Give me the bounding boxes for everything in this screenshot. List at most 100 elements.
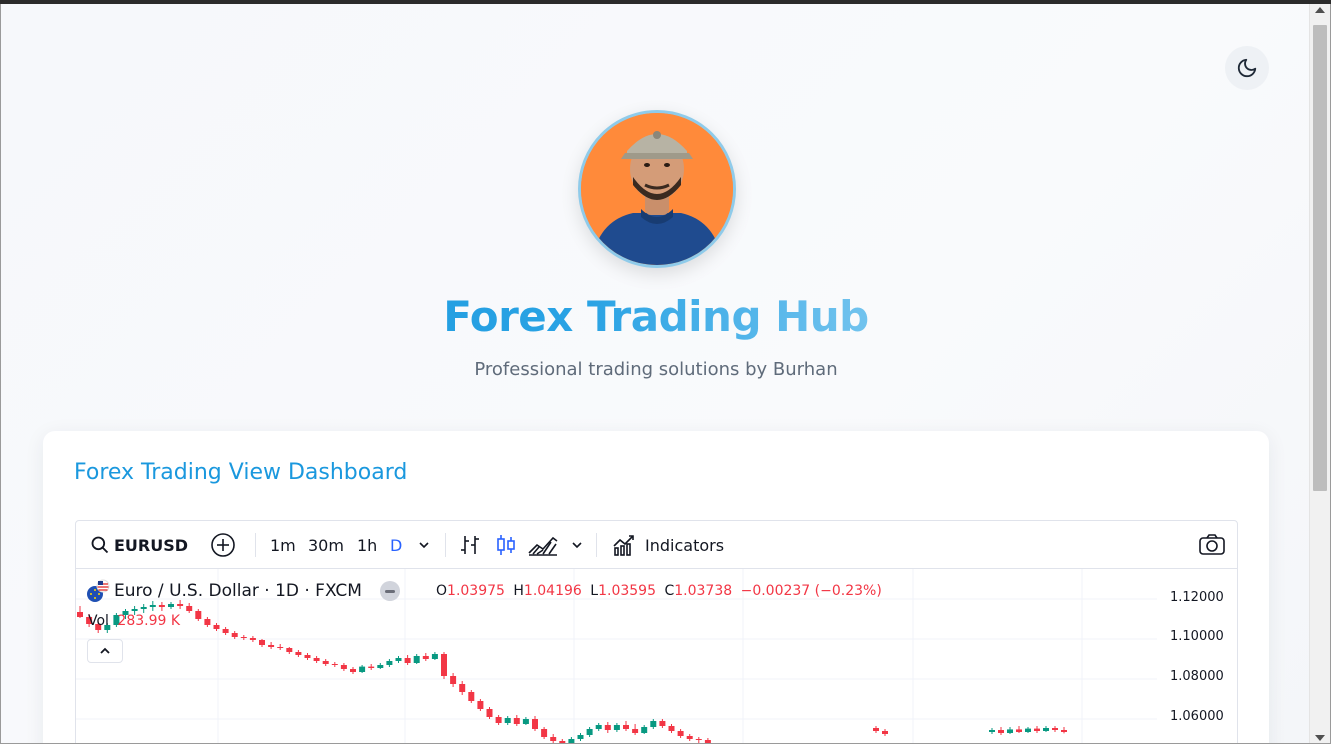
candle (495, 715, 502, 725)
profile-photo (581, 113, 733, 265)
snapshot-button[interactable] (1198, 521, 1226, 569)
bars-style-button[interactable] (459, 521, 481, 569)
candle (122, 609, 129, 619)
candle (659, 719, 666, 728)
candle (77, 606, 83, 618)
candle (104, 623, 111, 633)
candle (577, 733, 584, 741)
candle (286, 647, 293, 654)
candle (513, 715, 520, 726)
candle (213, 623, 220, 631)
price-chart[interactable] (76, 569, 1157, 744)
candle (641, 725, 648, 734)
candle (559, 739, 566, 743)
candle (158, 602, 165, 611)
chevron-up-icon (100, 647, 110, 654)
area-chart-icon (528, 536, 558, 556)
browser-viewport: Forex Trading Hub Professional trading s… (0, 4, 1331, 744)
volume-legend: Vol 283.99 K (88, 613, 180, 629)
low-value: 1.03595 (598, 583, 656, 599)
profile-avatar (578, 110, 736, 268)
symbol-search-button[interactable]: EURUSD (90, 521, 188, 569)
candle (1061, 727, 1067, 734)
chart-type-dropdown[interactable] (570, 521, 584, 569)
candle (1034, 726, 1040, 733)
candle (595, 723, 602, 731)
scroll-up-arrow-icon[interactable] (1315, 7, 1325, 13)
candle (386, 659, 393, 667)
eur-usd-flag-icon (87, 579, 110, 602)
candle (240, 635, 247, 640)
toolbar-separator (445, 533, 446, 557)
candle (450, 673, 457, 687)
search-icon (91, 536, 109, 554)
camera-icon (1199, 534, 1225, 555)
candle (86, 614, 93, 627)
candle (295, 650, 302, 657)
candle (1016, 726, 1022, 733)
open-value: 1.03975 (447, 583, 505, 599)
candle (340, 663, 347, 671)
candle (550, 734, 557, 743)
theme-toggle-button[interactable] (1225, 46, 1269, 90)
vertical-scrollbar[interactable] (1309, 4, 1330, 743)
toolbar-separator (596, 533, 597, 557)
candle (677, 729, 684, 738)
candle (413, 654, 420, 664)
price-tick-label: 1.10000 (1170, 629, 1224, 644)
indicators-button[interactable]: Indicators (612, 521, 724, 569)
resolution-1m[interactable]: 1m (270, 521, 296, 569)
change-value: −0.00237 (−0.23%) (740, 583, 882, 599)
candle (204, 617, 211, 627)
resolution-30m[interactable]: 30m (308, 521, 344, 569)
dashboard-title: Forex Trading View Dashboard (74, 460, 408, 485)
bar-chart-icon (461, 536, 479, 554)
candle (695, 737, 702, 743)
chart-legend: Euro / U.S. Dollar · 1D · FXCM (86, 579, 400, 603)
candle (177, 600, 184, 609)
candle (441, 652, 447, 679)
resolution-label: 1m (270, 535, 296, 555)
chevron-down-icon (419, 542, 429, 549)
collapse-legend-button[interactable] (87, 639, 123, 663)
candle (459, 681, 466, 695)
candle (623, 721, 629, 731)
ohlc-values: O1.03975 H1.04196 L1.03595 C1.03738 −0.0… (436, 583, 882, 599)
candle (873, 726, 879, 733)
market-status-indicator[interactable] (379, 581, 400, 601)
candle (650, 719, 657, 729)
close-label: C (664, 583, 675, 599)
price-tick-label: 1.12000 (1170, 590, 1224, 605)
compare-button[interactable] (210, 521, 236, 569)
candle (259, 639, 265, 647)
chevron-down-icon (572, 542, 582, 549)
symbol-title: Euro / U.S. Dollar · 1D · FXCM (114, 581, 362, 601)
tradingview-widget[interactable]: EURUSD 1m 30m 1h D (75, 520, 1238, 744)
candle (586, 727, 593, 737)
candle (322, 659, 329, 666)
resolution-dropdown[interactable] (417, 521, 431, 569)
candle (568, 737, 575, 743)
scroll-down-arrow-icon[interactable] (1315, 735, 1325, 741)
candles-style-button[interactable] (495, 521, 517, 569)
candle (277, 644, 284, 650)
indicators-label: Indicators (645, 535, 725, 555)
resolution-d[interactable]: D (390, 521, 402, 569)
candle (368, 664, 375, 670)
candle (377, 663, 384, 669)
candle (395, 656, 402, 663)
low-label: L (590, 583, 599, 599)
candle (504, 716, 511, 725)
candle (95, 621, 102, 633)
hero-title: Forex Trading Hub (1, 292, 1311, 341)
candles-icon (497, 535, 515, 555)
resolution-1h[interactable]: 1h (357, 521, 377, 569)
indicators-icon (613, 535, 634, 556)
candle (195, 609, 202, 621)
area-style-button[interactable] (527, 521, 559, 569)
candle (882, 729, 888, 736)
candle (1007, 727, 1013, 734)
candle (532, 716, 538, 731)
scrollbar-thumb[interactable] (1313, 25, 1327, 491)
open-label: O (436, 583, 448, 599)
